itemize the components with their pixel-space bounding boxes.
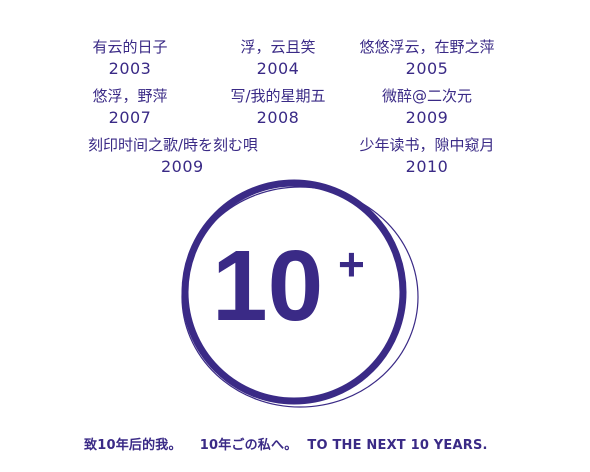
album-year: 2004 [256,59,300,78]
album-year: 2009 [405,108,449,127]
album-entry: 写/我的星期五 2008 [183,86,373,128]
album-entry: 浮，云且笑 2004 [183,37,373,79]
album-entry: 少年读书，隙中窥月 2010 [332,135,522,177]
album-entry: 悠悠浮云，在野之萍 2005 [332,37,522,79]
album-title: 浮，云且笑 [240,38,316,56]
emblem-number: 10 [212,230,323,342]
album-year: 2009 [161,157,204,176]
ten-plus-emblem: 10 + [166,168,426,428]
tagline-english: TO THE NEXT 10 YEARS. [307,438,488,453]
album-entry: 刻印时间之歌/時を刻む唄 2009 [88,135,288,177]
album-title: 少年读书，隙中窥月 [359,136,495,154]
album-year: 2010 [405,157,449,176]
footer-tagline: 致10年后的我。 10年ごの私へ。 TO THE NEXT 10 YEARS. [84,434,488,453]
album-title: 写/我的星期五 [230,87,326,105]
album-entry: 悠浮，野萍 2007 [35,86,225,128]
emblem-plus: + [338,238,365,290]
tagline-chinese: 致10年后的我。 [84,438,182,453]
emblem-thick-ring [181,179,407,405]
album-entry: 微醉@二次元 2009 [332,86,522,128]
album-title: 有云的日子 [92,38,168,56]
album-year: 2007 [108,108,152,127]
tagline-japanese: 10年ごの私へ。 [199,438,298,453]
album-title: 微醉@二次元 [381,87,472,105]
album-title: 悠浮，野萍 [92,87,168,105]
album-entry: 有云的日子 2003 [35,37,225,79]
emblem-graphic: 10 + [181,179,419,408]
album-year: 2005 [405,59,449,78]
album-title: 悠悠浮云，在野之萍 [359,38,495,56]
album-year: 2003 [108,59,152,78]
album-year: 2008 [256,108,300,127]
album-title: 刻印时间之歌/時を刻む唄 [88,136,259,154]
